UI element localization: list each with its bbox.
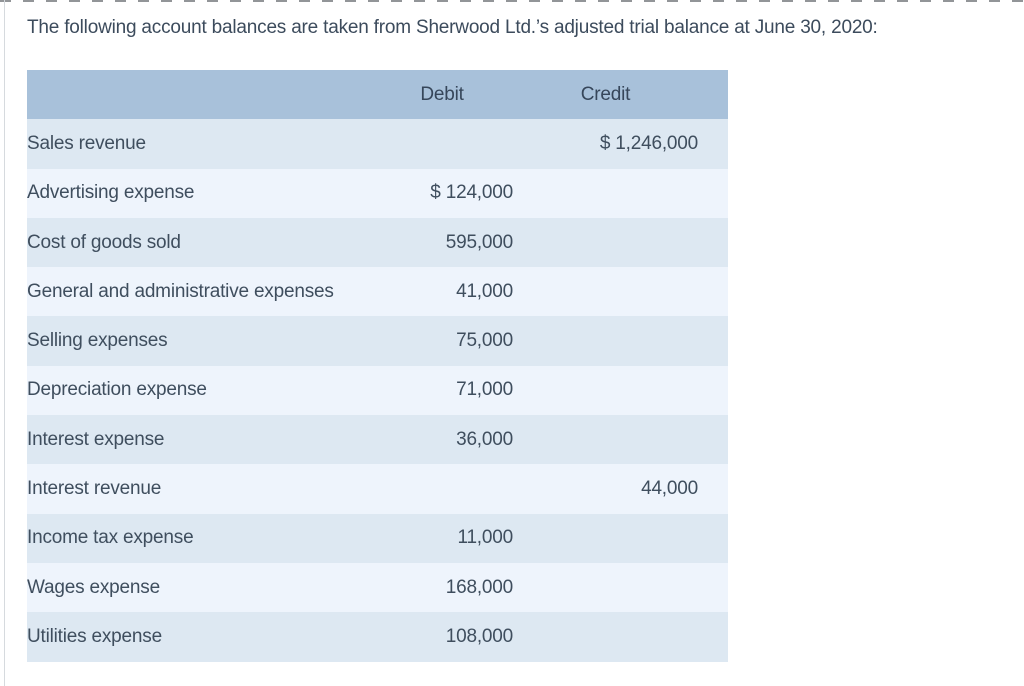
spacer-cell [698, 563, 728, 612]
account-name-cell: Interest expense [27, 428, 165, 450]
table-header-row: Debit Credit [27, 70, 728, 120]
spacer-cell [698, 119, 728, 168]
table-row: Interest expense 36,000 [27, 415, 728, 465]
table-row: General and administrative expenses 41,0… [27, 267, 728, 317]
left-panel-border [4, 0, 5, 686]
table-row: Sales revenue $ 1,246,000 [27, 119, 728, 169]
spacer-cell [698, 612, 728, 661]
top-dashed-border [0, 0, 1024, 2]
account-name-cell: Advertising expense [27, 182, 195, 204]
debit-cell: 168,000 [445, 576, 513, 598]
col-header-credit: Credit [580, 83, 631, 105]
table-row: Selling expenses 75,000 [27, 316, 728, 366]
account-name-cell: Cost of goods sold [27, 231, 181, 253]
col-header-debit: Debit [420, 83, 464, 105]
account-name-cell: Sales revenue [27, 132, 146, 154]
table-row: Utilities expense 108,000 [27, 612, 728, 662]
trial-balance-table: Debit Credit Sales revenue $ 1,246,000 A… [27, 70, 728, 662]
spacer-cell [698, 514, 728, 563]
debit-cell: 595,000 [445, 231, 513, 253]
spacer-cell [698, 218, 728, 267]
table-row: Depreciation expense 71,000 [27, 365, 728, 416]
debit-cell: 108,000 [445, 625, 513, 647]
table-row: Interest revenue 44,000 [27, 464, 728, 514]
spacer-cell [698, 267, 728, 316]
debit-cell: 11,000 [457, 527, 513, 549]
credit-cell [513, 415, 698, 464]
credit-cell: $ 1,246,000 [599, 132, 698, 154]
spacer-cell [698, 316, 728, 365]
account-name-cell: Selling expenses [27, 330, 168, 352]
col-header-spacer [698, 70, 728, 119]
credit-cell [513, 316, 698, 365]
credit-cell [513, 563, 698, 612]
table-row: Cost of goods sold 595,000 [27, 217, 728, 268]
account-name-cell: Utilities expense [27, 625, 162, 647]
credit-cell [513, 612, 698, 661]
debit-cell [371, 119, 513, 168]
debit-cell [371, 464, 513, 513]
credit-cell [513, 267, 698, 316]
account-name-cell: Income tax expense [27, 527, 194, 549]
credit-cell [513, 169, 698, 218]
debit-cell: 36,000 [456, 428, 513, 450]
table-row: Income tax expense 11,000 [27, 513, 728, 563]
debit-cell: 71,000 [456, 379, 513, 401]
intro-text: The following account balances are taken… [27, 17, 878, 38]
spacer-cell [698, 366, 728, 415]
spacer-cell [698, 169, 728, 218]
account-name-cell: Depreciation expense [27, 379, 207, 401]
account-name-cell: Interest revenue [27, 478, 162, 500]
account-name-cell: General and administrative expenses [27, 280, 334, 302]
table-row: Advertising expense $ 124,000 [27, 168, 728, 218]
account-name-cell: Wages expense [27, 576, 160, 598]
debit-cell: $ 124,000 [430, 182, 513, 204]
spacer-cell [698, 464, 728, 513]
spacer-cell [698, 415, 728, 464]
credit-cell [513, 366, 698, 415]
credit-cell [513, 218, 698, 267]
credit-cell [513, 514, 698, 563]
debit-cell: 41,000 [456, 280, 513, 302]
col-header-account [27, 70, 371, 119]
debit-cell: 75,000 [456, 330, 513, 352]
table-row: Wages expense 168,000 [27, 562, 728, 613]
credit-cell: 44,000 [641, 478, 698, 500]
